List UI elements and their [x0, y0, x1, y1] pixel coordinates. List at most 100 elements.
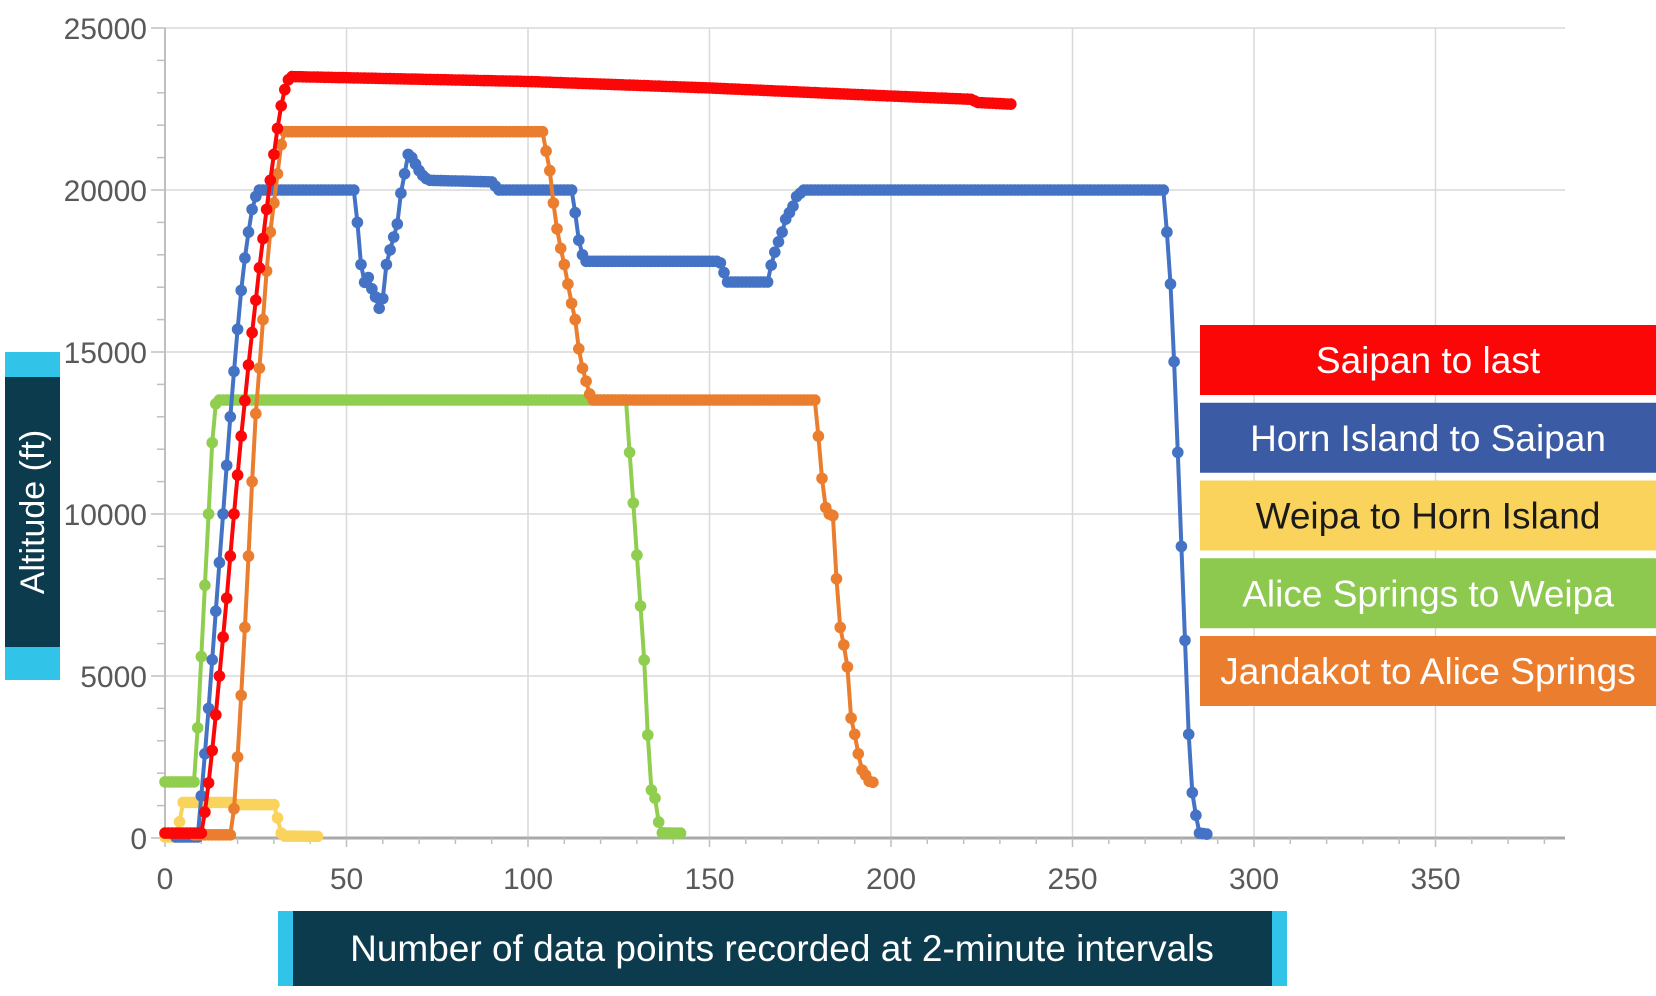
data-point-marker: [1005, 98, 1017, 110]
data-point-marker: [191, 722, 204, 734]
data-point-marker: [224, 550, 237, 562]
data-point-marker: [380, 258, 393, 271]
y-axis-title: Altitude (ft): [14, 430, 52, 594]
data-point-marker: [373, 302, 386, 315]
x-tick-label: 50: [330, 863, 363, 896]
data-point-marker: [206, 436, 218, 449]
data-point-marker: [772, 236, 785, 248]
data-point-marker: [1157, 184, 1170, 196]
data-point-marker: [355, 258, 367, 271]
data-point-marker: [275, 100, 288, 112]
y-tick-label: 15000: [64, 337, 147, 370]
data-point-marker: [809, 394, 821, 406]
data-point-marker: [199, 806, 211, 818]
data-point-marker: [623, 446, 636, 459]
data-point-marker: [279, 83, 291, 96]
data-point-marker: [562, 278, 574, 290]
data-point-marker: [573, 234, 585, 246]
data-point-marker: [761, 276, 774, 288]
data-point-marker: [391, 218, 404, 230]
data-point-marker: [827, 509, 839, 522]
data-point-marker: [228, 803, 240, 815]
data-point-marker: [565, 184, 578, 196]
data-point-marker: [834, 621, 846, 634]
legend-item: Horn Island to Saipan: [1200, 402, 1656, 473]
data-point-marker: [235, 430, 247, 443]
legend: Saipan to last Horn Island to Saipan Weipa…: [1200, 325, 1656, 706]
data-point-marker: [217, 631, 229, 643]
x-tick-label: 300: [1229, 863, 1279, 896]
data-point-marker: [250, 294, 262, 307]
data-point-marker: [271, 812, 284, 824]
data-point-marker: [235, 284, 247, 297]
legend-label: Alice Springs to Weipa: [1242, 573, 1614, 614]
legend-label: Weipa to Horn Island: [1256, 496, 1601, 537]
data-point-marker: [714, 257, 727, 269]
x-tick-label: 100: [503, 863, 553, 896]
legend-item: Weipa to Horn Island: [1200, 480, 1656, 551]
legend-swatch-box: [1200, 325, 1656, 395]
legend-item: Alice Springs to Weipa: [1200, 558, 1656, 629]
data-point-marker: [271, 122, 284, 135]
data-point-marker: [268, 798, 280, 811]
data-point-marker: [260, 203, 273, 216]
data-point-marker: [776, 226, 788, 238]
data-point-marker: [377, 292, 389, 305]
legend-swatch-box: [1200, 480, 1656, 551]
x-tick-label: 250: [1047, 863, 1097, 896]
legend-swatch-box: [1200, 636, 1656, 706]
data-point-marker: [235, 689, 247, 702]
data-point-marker: [195, 790, 208, 802]
data-point-marker: [220, 459, 233, 472]
data-point-marker: [558, 258, 571, 271]
data-point-marker: [206, 744, 218, 757]
data-point-marker: [580, 375, 592, 388]
data-point-marker: [206, 654, 218, 666]
data-point-marker: [257, 313, 269, 326]
series-layer: [159, 70, 1213, 843]
data-point-marker: [569, 313, 581, 326]
data-point-marker: [1168, 355, 1180, 368]
data-point-marker: [569, 206, 581, 219]
y-axis-title-box: Altitude (ft): [5, 352, 60, 680]
axes: [151, 27, 1565, 847]
data-point-marker: [838, 639, 850, 651]
data-point-marker: [384, 244, 396, 256]
x-axis-title-box: Number of data points recorded at 2-minu…: [278, 911, 1287, 986]
data-point-marker: [242, 359, 255, 371]
y-tick-label: 5000: [80, 661, 147, 694]
data-point-marker: [348, 184, 360, 196]
data-point-marker: [551, 223, 563, 235]
data-point-marker: [1172, 446, 1184, 459]
data-point-marker: [257, 232, 269, 245]
data-point-marker: [195, 827, 208, 839]
x-tick-label: 350: [1410, 863, 1460, 896]
x-tick-label: 150: [684, 863, 734, 896]
y-title-cyan-cap-top: [5, 352, 60, 377]
data-point-marker: [239, 394, 251, 407]
data-point-marker: [250, 407, 262, 420]
data-point-marker: [188, 776, 200, 788]
data-point-marker: [576, 362, 589, 375]
data-point-marker: [536, 125, 549, 138]
data-point-marker: [848, 728, 861, 741]
data-point-marker: [812, 430, 825, 443]
x-tick-label: 200: [866, 863, 916, 896]
data-point-marker: [634, 600, 647, 612]
data-point-marker: [1161, 226, 1173, 238]
data-point-marker: [253, 362, 266, 375]
data-point-marker: [765, 259, 777, 272]
data-point-marker: [351, 216, 364, 229]
data-point-marker: [787, 200, 799, 212]
y-tick-label: 0: [130, 823, 147, 856]
data-point-marker: [202, 777, 215, 789]
legend-label: Horn Island to Saipan: [1250, 418, 1606, 459]
data-point-marker: [642, 729, 654, 741]
legend-label: Jandakot to Alice Springs: [1220, 651, 1635, 692]
y-tick-label: 20000: [64, 175, 147, 208]
data-point-marker: [362, 271, 375, 284]
data-point-marker: [1190, 809, 1202, 822]
data-point-marker: [253, 262, 266, 274]
